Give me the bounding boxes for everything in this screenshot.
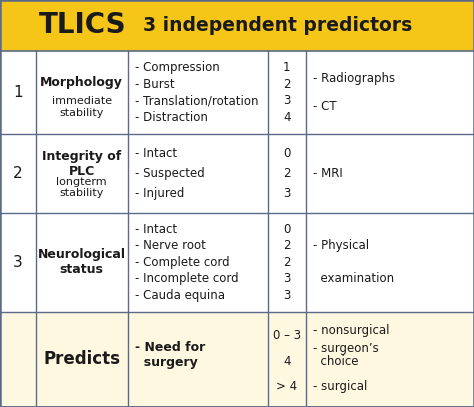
Text: - Suspected: - Suspected [135,167,205,180]
Text: 3 independent predictors: 3 independent predictors [143,16,412,35]
Text: 4: 4 [283,111,291,124]
Text: TLICS: TLICS [39,11,127,39]
Text: - surgeon’s: - surgeon’s [313,341,379,354]
Text: 0 – 3: 0 – 3 [273,329,301,342]
Text: - Distraction: - Distraction [135,111,208,124]
Text: - Complete cord: - Complete cord [135,256,230,269]
Text: - Injured: - Injured [135,186,184,199]
Text: - Compression: - Compression [135,61,220,74]
Text: 2: 2 [13,166,23,181]
Text: 0: 0 [283,147,291,160]
Text: Morphology: Morphology [40,76,123,89]
Text: 0: 0 [283,223,291,236]
Text: - Cauda equina: - Cauda equina [135,289,225,302]
Text: - surgical: - surgical [313,380,367,393]
Text: choice: choice [313,355,358,368]
Text: 3: 3 [283,186,291,199]
Text: - Translation/rotation: - Translation/rotation [135,94,259,107]
Text: 2: 2 [283,239,291,252]
Text: 1: 1 [13,85,23,100]
Text: - Physical: - Physical [313,239,369,252]
Text: examination: examination [313,272,394,285]
Text: 2: 2 [283,167,291,180]
Text: - CT: - CT [313,100,337,113]
Text: 2: 2 [283,256,291,269]
Text: 4: 4 [283,355,291,368]
Bar [0,213,474,312]
Text: 3: 3 [283,94,291,107]
Text: 3: 3 [13,255,23,270]
Text: - MRI: - MRI [313,167,343,180]
Text: - Nerve root: - Nerve root [135,239,206,252]
Text: Integrity of
PLC: Integrity of PLC [42,150,121,178]
Text: - Intact: - Intact [135,147,177,160]
Text: longterm
stability: longterm stability [56,177,107,198]
Text: - Burst: - Burst [135,78,175,91]
Text: Neurological
status: Neurological status [38,248,126,276]
Bar [0,134,474,213]
Text: Predicts: Predicts [43,350,120,368]
Text: 3: 3 [283,289,291,302]
Bar [0,312,474,407]
Text: - nonsurgical: - nonsurgical [313,324,389,337]
Text: immediate
stability: immediate stability [52,96,112,118]
Bar [0,51,474,134]
Text: 2: 2 [283,78,291,91]
Bar [0,0,474,51]
Text: > 4: > 4 [276,380,297,393]
Text: - Need for
  surgery: - Need for surgery [135,341,205,369]
Text: 1: 1 [283,61,291,74]
Text: - Intact: - Intact [135,223,177,236]
Text: - Incomplete cord: - Incomplete cord [135,272,239,285]
Text: - Radiographs: - Radiographs [313,72,395,85]
Text: 3: 3 [283,272,291,285]
